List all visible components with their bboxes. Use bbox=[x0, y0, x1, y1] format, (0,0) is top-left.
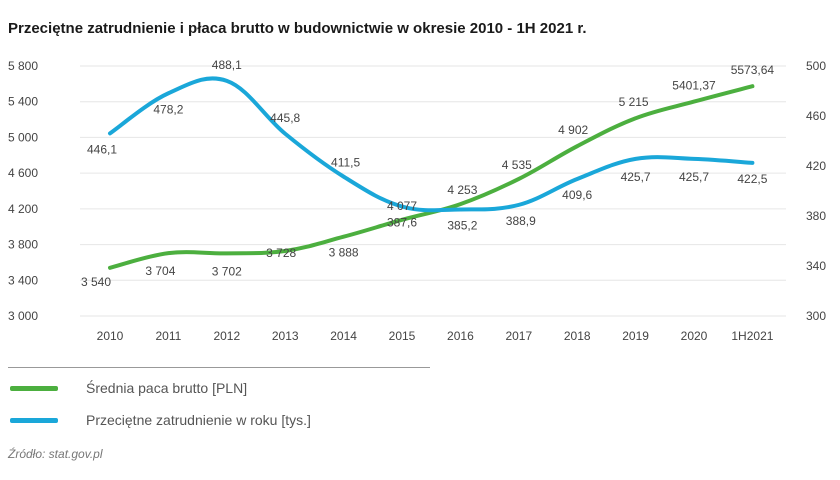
data-label-wages: 3 702 bbox=[212, 264, 242, 278]
data-label-wages: 5 215 bbox=[619, 95, 649, 109]
data-label-employment: 446,1 bbox=[87, 142, 117, 156]
data-label-wages: 3 728 bbox=[266, 246, 296, 260]
data-label-employment: 445,8 bbox=[270, 111, 300, 125]
x-tick-label: 2017 bbox=[505, 329, 532, 343]
y-right-tick-label: 300 bbox=[806, 309, 826, 323]
line-chart: 3 000 3 400 3 800 4 200 4 600 5 000 5 400 5 800… bbox=[8, 58, 826, 343]
data-label-employment: 422,5 bbox=[737, 172, 767, 186]
x-tick-label: 2014 bbox=[330, 329, 357, 343]
data-label-employment: 425,7 bbox=[621, 170, 651, 184]
legend-label-employment: Przeciętne zatrudnienie w roku [tys.] bbox=[86, 412, 311, 428]
source-note: Źródło: stat.gov.pl bbox=[8, 447, 103, 461]
legend-label-wages: Średnia paca brutto [PLN] bbox=[86, 380, 248, 396]
data-label-employment: 387,6 bbox=[387, 216, 417, 230]
data-label-employment: 411,5 bbox=[331, 156, 360, 170]
data-label-wages: 4 535 bbox=[502, 158, 532, 172]
legend-item-wages: Średnia paca brutto [PLN] bbox=[10, 380, 247, 396]
chart-title: Przeciętne zatrudnienie i płaca brutto w… bbox=[8, 20, 587, 37]
y-left-tick-label: 4 200 bbox=[8, 202, 38, 216]
axis-labels: 3 000 3 400 3 800 4 200 4 600 5 000 5 400 5 800… bbox=[8, 59, 826, 343]
y-left-tick-label: 4 600 bbox=[8, 166, 38, 180]
legend-swatch-employment bbox=[10, 417, 58, 423]
data-label-employment: 425,7 bbox=[679, 170, 709, 184]
data-label-employment: 488,1 bbox=[212, 58, 242, 72]
y-left-tick-label: 3 400 bbox=[8, 273, 38, 287]
data-label-wages: 5401,37 bbox=[672, 79, 716, 93]
series-lines bbox=[108, 76, 755, 270]
y-left-tick-label: 3 000 bbox=[8, 309, 38, 323]
data-label-wages: 4 253 bbox=[447, 183, 477, 197]
x-tick-label: 2018 bbox=[564, 329, 591, 343]
data-label-employment: 385,2 bbox=[447, 219, 477, 233]
data-label-employment: 409,6 bbox=[562, 188, 592, 202]
x-tick-label: 1H2021 bbox=[731, 329, 773, 343]
x-tick-label: 2019 bbox=[622, 329, 649, 343]
data-label-wages: 5573,64 bbox=[731, 63, 775, 77]
data-labels: 3 540 3 704 3 702 3 728 3 888 4 077 4 253 4 535… bbox=[81, 58, 774, 289]
data-label-wages: 3 704 bbox=[145, 264, 175, 278]
data-label-employment: 388,9 bbox=[506, 214, 536, 228]
legend-divider bbox=[8, 367, 430, 368]
data-label-wages: 3 540 bbox=[81, 275, 111, 289]
x-tick-label: 2010 bbox=[97, 329, 124, 343]
data-label-wages: 4 077 bbox=[387, 199, 417, 213]
y-left-tick-label: 3 800 bbox=[8, 238, 38, 252]
y-right-tick-label: 340 bbox=[806, 259, 826, 273]
x-tick-label: 2015 bbox=[389, 329, 416, 343]
x-tick-label: 2020 bbox=[681, 329, 708, 343]
x-tick-label: 2016 bbox=[447, 329, 474, 343]
y-left-tick-label: 5 400 bbox=[8, 95, 38, 109]
y-right-tick-label: 460 bbox=[806, 109, 826, 123]
legend-swatch-wages bbox=[10, 385, 58, 391]
x-tick-label: 2012 bbox=[213, 329, 240, 343]
gridlines bbox=[80, 65, 786, 317]
y-right-tick-label: 500 bbox=[806, 59, 826, 73]
y-left-tick-label: 5 000 bbox=[8, 130, 38, 144]
y-right-tick-label: 420 bbox=[806, 159, 826, 173]
x-tick-label: 2011 bbox=[155, 329, 181, 343]
data-label-wages: 4 902 bbox=[558, 123, 588, 137]
x-tick-label: 2013 bbox=[272, 329, 299, 343]
data-label-wages: 3 888 bbox=[329, 246, 359, 260]
series-line-wages bbox=[108, 84, 755, 270]
y-left-tick-label: 5 800 bbox=[8, 59, 38, 73]
y-right-tick-label: 380 bbox=[806, 209, 826, 223]
legend-item-employment: Przeciętne zatrudnienie w roku [tys.] bbox=[10, 412, 311, 428]
series-line-employment bbox=[108, 76, 755, 213]
data-label-employment: 478,2 bbox=[153, 102, 183, 116]
